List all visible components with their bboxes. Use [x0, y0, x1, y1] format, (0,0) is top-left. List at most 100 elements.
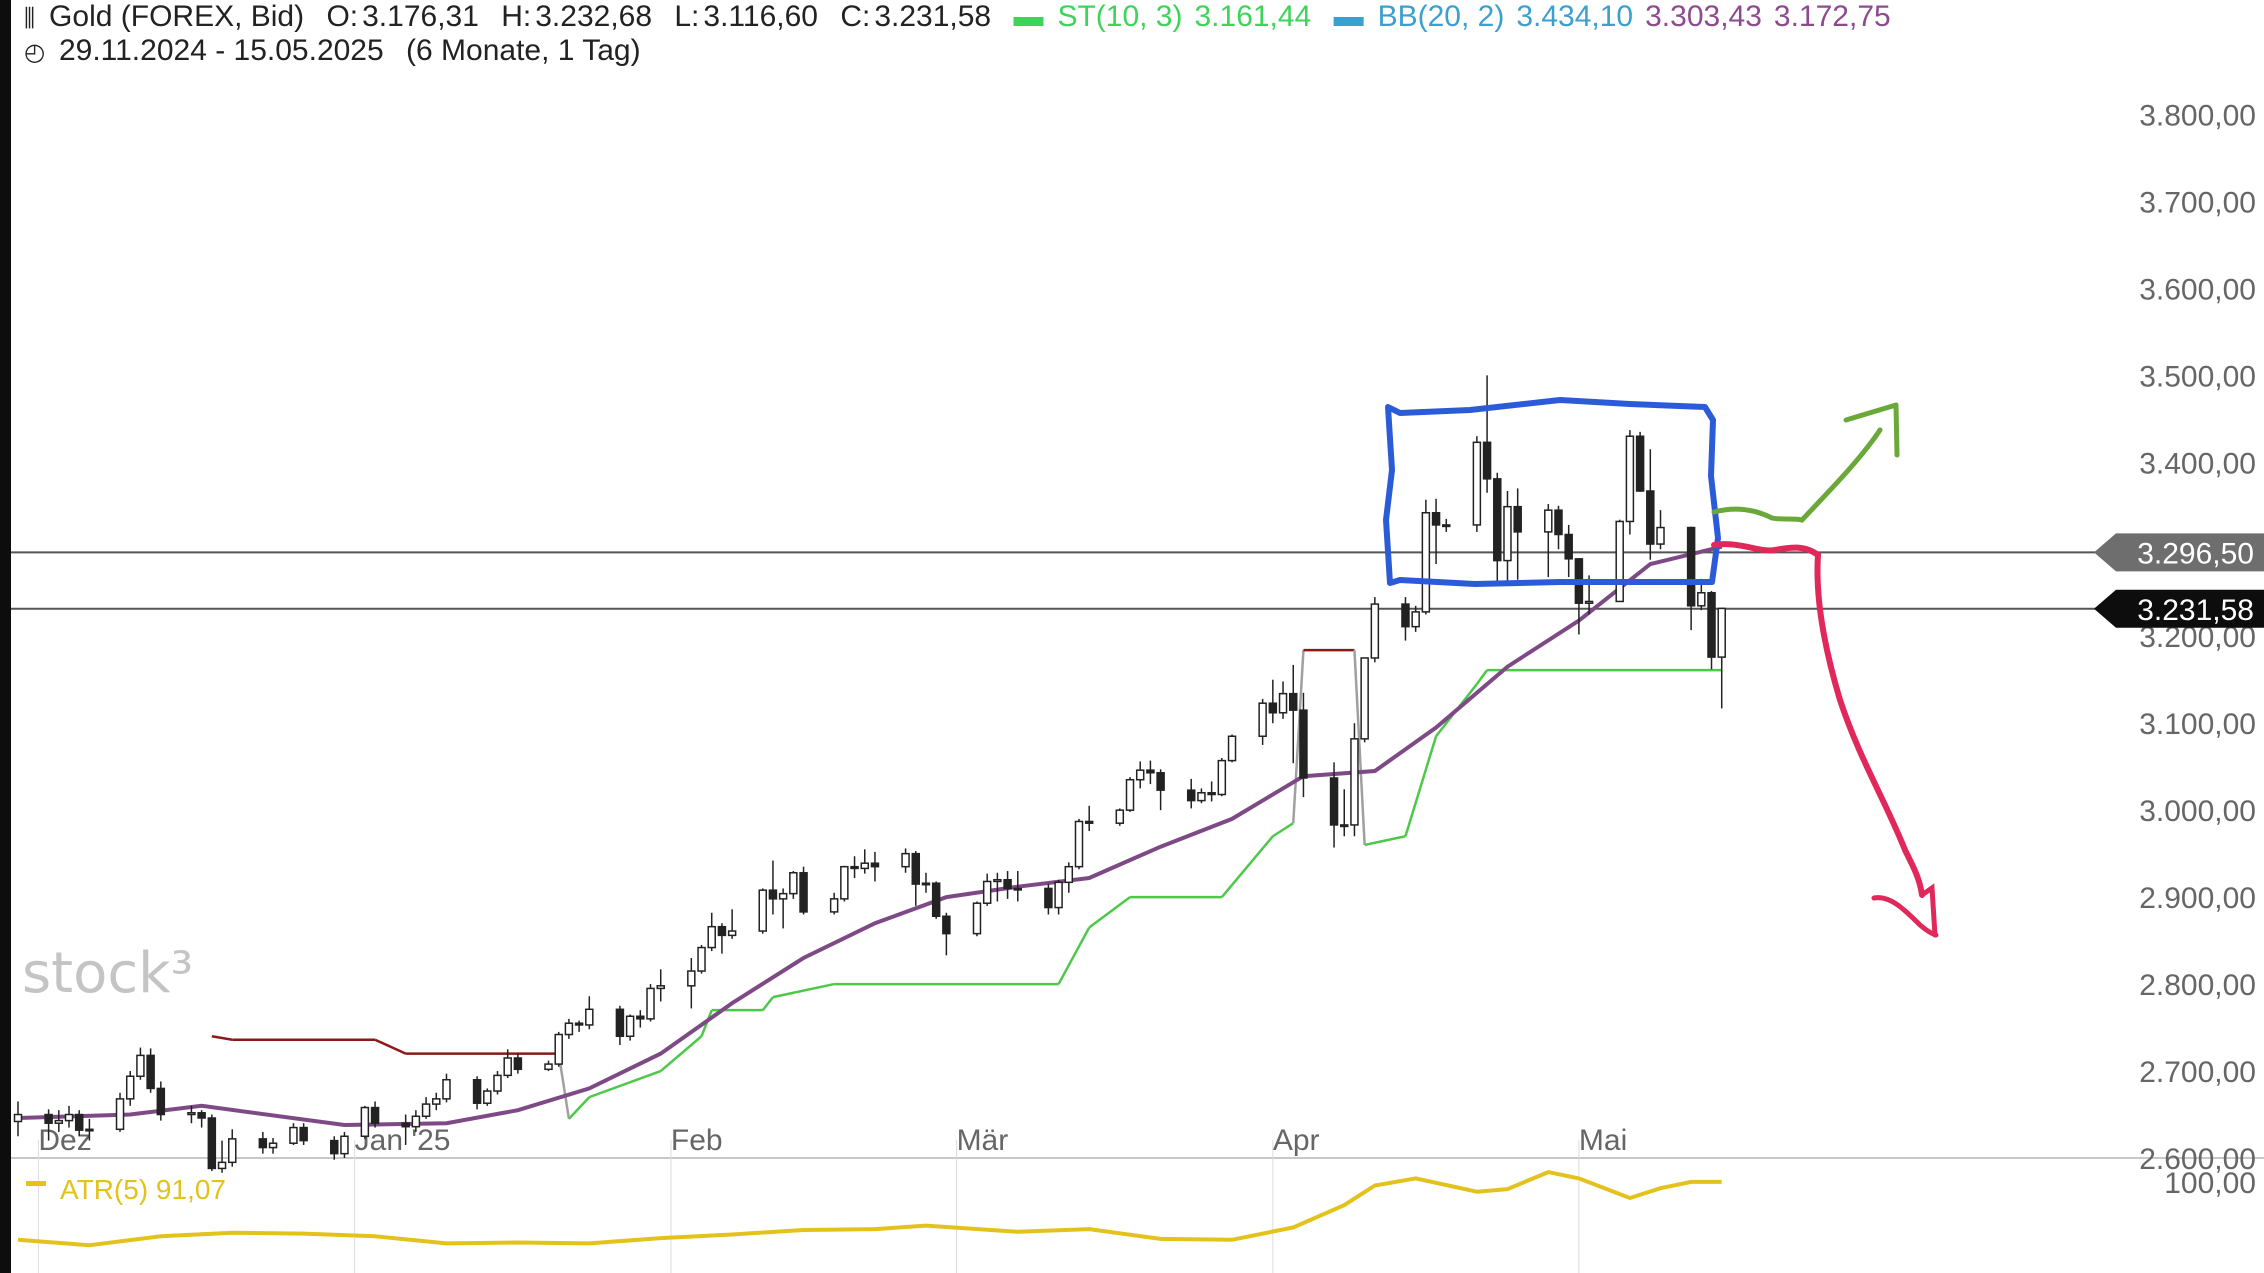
candle-body-down: [911, 852, 921, 885]
candle-body-up: [1411, 611, 1420, 628]
instrument-title: Gold (FOREX, Bid): [49, 0, 305, 33]
supertrend-segment: [1353, 650, 1366, 846]
supertrend-segment: [1475, 669, 1489, 685]
candle: [1370, 597, 1380, 663]
candle-body-up: [901, 852, 910, 868]
candle: [1431, 498, 1441, 565]
candle: [1135, 761, 1145, 789]
bollinger-legend[interactable]: ▬ BB(20, 2) 3.434,10 3.303,43 3.172,75: [1333, 0, 1891, 33]
candle: [1615, 519, 1624, 603]
candle: [850, 856, 859, 878]
candle-body-down: [472, 1078, 482, 1104]
candle: [187, 1105, 196, 1124]
supertrend-segment: [1364, 835, 1406, 847]
price-badge-label: 3.296,50: [2137, 537, 2254, 570]
time-tick-label: Feb: [671, 1124, 723, 1157]
candle: [1493, 472, 1502, 585]
candle-body-up: [1615, 520, 1624, 603]
candle-body-up: [483, 1090, 492, 1104]
candle-body-up: [1503, 505, 1512, 562]
candle: [1717, 607, 1726, 709]
candle: [1646, 449, 1655, 560]
candle-body-down: [1635, 435, 1645, 492]
supertrend-segment: [772, 982, 835, 999]
price-axis[interactable]: 3.800,00 3.700,00 3.600,00 3.500,00 3.400,00…: [2139, 99, 2256, 1176]
candle-body-up: [1135, 769, 1145, 781]
candle-body-down: [1044, 887, 1053, 909]
candle-body-up: [646, 987, 655, 1020]
candle-body-down: [931, 882, 941, 918]
candle: [421, 1097, 431, 1119]
candle: [1217, 757, 1227, 797]
candle: [1350, 723, 1359, 837]
candle: [1278, 681, 1288, 719]
candle: [1482, 375, 1492, 493]
candle-body-down: [574, 1022, 584, 1026]
candle: [1656, 510, 1665, 550]
candle: [64, 1105, 74, 1128]
candle: [574, 1020, 584, 1032]
candle-body-up: [289, 1126, 298, 1144]
candle: [993, 872, 1002, 902]
candle-body-down: [942, 915, 951, 935]
candlestick-chart-icon[interactable]: ⫼: [24, 5, 36, 32]
candle-body-up: [585, 1008, 594, 1026]
candle: [483, 1088, 492, 1106]
header-quote-line: ⫼ Gold (FOREX, Bid) O: 3.176,31 H: 3.232,68…: [24, 0, 1905, 36]
candle-body-down: [1288, 692, 1298, 711]
candle-body-up: [993, 878, 1002, 883]
atr-legend-label[interactable]: ATR(5) 91,07: [60, 1174, 226, 1205]
atr-panel[interactable]: ATR(5) 91,07 100,00: [17, 1167, 2256, 1248]
supertrend-segment: [567, 1096, 591, 1120]
supertrend-segment: [211, 1035, 233, 1041]
time-tick-label: Jan '25: [355, 1124, 451, 1157]
supertrend-segment: [1220, 835, 1274, 898]
candle: [768, 860, 778, 915]
candle-body-down: [1646, 490, 1655, 545]
candle: [778, 888, 788, 929]
high-value: H: 3.232,68: [501, 0, 653, 33]
price-badges: 3.296,50 3.231,58: [2094, 533, 2264, 628]
candle-body-up: [442, 1078, 451, 1100]
time-axis[interactable]: Dez Jan '25 Feb Mär Apr Mai: [37, 1124, 1627, 1273]
candle: [982, 873, 992, 906]
candle-body-up: [1074, 820, 1084, 868]
atr-axis: 100,00: [2164, 1167, 2256, 1200]
candle: [1186, 778, 1196, 809]
candle-body-up: [1125, 778, 1135, 811]
date-range[interactable]: 29.11.2024 - 15.05.2025: [58, 34, 384, 67]
candle: [411, 1110, 421, 1132]
header-range-line: ◴ 29.11.2024 - 15.05.2025 (6 Monate, 1 Ta…: [24, 34, 655, 70]
candle: [1635, 431, 1645, 492]
candle: [911, 851, 921, 906]
candle-body-down: [330, 1139, 339, 1155]
candle: [840, 865, 849, 902]
candle: [697, 944, 706, 974]
candle: [360, 1105, 370, 1139]
candle-body-up: [697, 946, 706, 972]
consolidation-box-annotation: [1383, 397, 1721, 587]
supertrend-segment: [659, 1035, 703, 1072]
stock3-watermark-logo: stock³: [22, 941, 193, 1006]
candle-body-up: [1115, 809, 1125, 824]
hand-drawn-annotations: [1383, 397, 1939, 938]
candle: [554, 1031, 563, 1067]
low-value: L: 3.116,60: [674, 0, 818, 33]
candlesticks: [13, 375, 1726, 1173]
candle: [1125, 777, 1135, 812]
price-tick-label: 3.100,00: [2139, 708, 2256, 741]
candle-body-up: [982, 880, 992, 904]
candle: [217, 1140, 227, 1173]
candle-body-up: [656, 985, 665, 990]
supertrend-segment: [1057, 926, 1091, 985]
candle-body-up: [421, 1103, 431, 1118]
candle: [829, 892, 839, 915]
candle-body-up: [54, 1119, 64, 1124]
candle-body-down: [1299, 709, 1308, 779]
candle: [646, 984, 655, 1022]
candle: [340, 1131, 349, 1158]
candle: [503, 1049, 512, 1078]
candle-body-up: [1013, 887, 1023, 891]
supertrend-legend[interactable]: ▬ ST(10, 3) 3.161,44: [1013, 0, 1312, 33]
